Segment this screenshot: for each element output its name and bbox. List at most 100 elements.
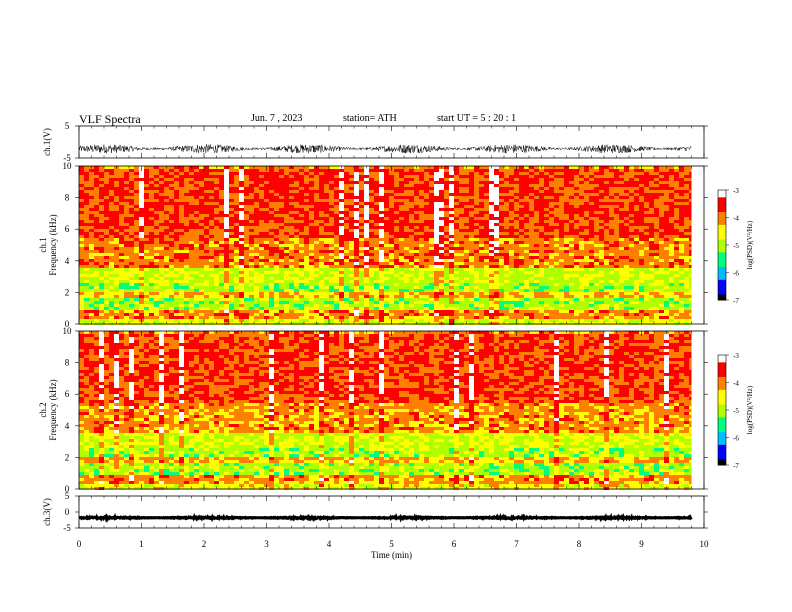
spectrogram-cell bbox=[114, 238, 119, 241]
spectrogram-cell bbox=[189, 313, 194, 316]
spectrogram-cell bbox=[319, 166, 324, 169]
spectrogram-cell bbox=[374, 169, 379, 172]
spectrogram-cell bbox=[284, 220, 289, 223]
spectrogram-cell bbox=[484, 265, 489, 268]
spectrogram-cell bbox=[144, 298, 149, 301]
spectrogram-cell bbox=[379, 214, 384, 217]
spectrogram-cell bbox=[119, 214, 124, 217]
spectrogram-cell bbox=[439, 304, 444, 307]
spectrogram-cell bbox=[429, 235, 434, 238]
spectrogram-cell bbox=[439, 253, 444, 256]
spectrogram-cell bbox=[284, 166, 289, 169]
spectrogram-cell bbox=[514, 316, 519, 319]
spectrogram-cell bbox=[484, 214, 489, 217]
spectrogram-cell bbox=[429, 217, 434, 220]
spectrogram-cell bbox=[479, 274, 484, 277]
spectrogram-cell bbox=[194, 307, 199, 310]
spectrogram-cell bbox=[484, 166, 489, 169]
spectrogram-cell bbox=[114, 271, 119, 274]
spectrogram-cell bbox=[104, 295, 109, 298]
spectrogram-cell bbox=[79, 289, 84, 292]
spectrogram-cell bbox=[474, 178, 479, 181]
spectrogram-cell bbox=[109, 202, 114, 205]
spectrogram-cell bbox=[194, 322, 199, 325]
spectrogram-cell bbox=[294, 301, 299, 304]
spectrogram-cell bbox=[529, 298, 534, 301]
spectrogram-cell bbox=[469, 184, 474, 187]
spectrogram-cell bbox=[294, 205, 299, 208]
spectrogram-cell bbox=[389, 304, 394, 307]
spectrogram-cell bbox=[369, 271, 374, 274]
spectrogram-cell bbox=[484, 313, 489, 316]
spectrogram-cell bbox=[274, 244, 279, 247]
spectrogram-cell bbox=[269, 187, 274, 190]
spectrogram-cell bbox=[149, 217, 154, 220]
spectrogram-cell bbox=[254, 178, 259, 181]
spectrogram-cell bbox=[344, 310, 349, 313]
spectrogram-cell bbox=[524, 268, 529, 271]
spectrogram-cell bbox=[179, 280, 184, 283]
spectrogram-cell bbox=[419, 190, 424, 193]
spectrogram-cell bbox=[299, 253, 304, 256]
spectrogram-cell bbox=[89, 319, 94, 322]
spectrogram-cell bbox=[189, 232, 194, 235]
spectrogram-cell bbox=[449, 307, 454, 310]
spectrogram-cell bbox=[244, 268, 249, 271]
spectrogram-cell bbox=[304, 280, 309, 283]
spectrogram-cell bbox=[349, 286, 354, 289]
spectrogram-cell bbox=[439, 184, 444, 187]
spectrogram-cell bbox=[89, 190, 94, 193]
spectrogram-cell bbox=[454, 220, 459, 223]
spectrogram-cell bbox=[494, 241, 499, 244]
spectrogram-cell bbox=[219, 304, 224, 307]
spectrogram-cell bbox=[489, 286, 494, 289]
spectrogram-cell bbox=[349, 232, 354, 235]
spectrogram-cell bbox=[494, 196, 499, 199]
spectrogram-cell bbox=[129, 196, 134, 199]
spectrogram-cell bbox=[474, 247, 479, 250]
spectrogram-cell bbox=[304, 169, 309, 172]
spectrogram-cell bbox=[474, 244, 479, 247]
spectrogram-cell bbox=[404, 286, 409, 289]
spectrogram-cell bbox=[494, 193, 499, 196]
spectrogram-cell bbox=[94, 169, 99, 172]
spectrogram-cell bbox=[494, 262, 499, 265]
spectrogram-cell bbox=[294, 223, 299, 226]
spectrogram-cell bbox=[84, 235, 89, 238]
spectrogram-cell bbox=[219, 235, 224, 238]
spectrogram-cell bbox=[439, 214, 444, 217]
spectrogram-cell bbox=[359, 241, 364, 244]
spectrogram-cell bbox=[84, 208, 89, 211]
spectrogram-cell bbox=[444, 259, 449, 262]
spectrogram-cell bbox=[279, 187, 284, 190]
spectrogram-cell bbox=[374, 217, 379, 220]
spectrogram-cell bbox=[409, 319, 414, 322]
spectrogram-cell bbox=[334, 268, 339, 271]
spectrogram-cell bbox=[469, 217, 474, 220]
spectrogram-cell bbox=[169, 286, 174, 289]
spectrogram-cell bbox=[314, 310, 319, 313]
spectrogram-cell bbox=[504, 196, 509, 199]
spectrogram-cell bbox=[339, 208, 344, 211]
spectrogram-cell bbox=[99, 307, 104, 310]
spectrogram-cell bbox=[449, 214, 454, 217]
spectrogram-cell bbox=[144, 250, 149, 253]
spectrogram-cell bbox=[274, 292, 279, 295]
spectrogram-cell bbox=[464, 190, 469, 193]
spectrogram-cell bbox=[214, 235, 219, 238]
spectrogram-cell bbox=[474, 316, 479, 319]
spectrogram-cell bbox=[519, 202, 524, 205]
spectrogram-cell bbox=[109, 172, 114, 175]
spectrogram-cell bbox=[199, 304, 204, 307]
spectrogram-cell bbox=[234, 187, 239, 190]
spectrogram-cell bbox=[319, 307, 324, 310]
spectrogram-cell bbox=[459, 229, 464, 232]
spectrogram-cell bbox=[479, 178, 484, 181]
spectrogram-cell bbox=[209, 235, 214, 238]
spectrogram-cell bbox=[239, 286, 244, 289]
spectrogram-cell bbox=[409, 169, 414, 172]
spectrogram-cell bbox=[534, 262, 539, 265]
spectrogram-cell bbox=[279, 295, 284, 298]
spectrogram-cell bbox=[469, 202, 474, 205]
spectrogram-cell bbox=[94, 319, 99, 322]
